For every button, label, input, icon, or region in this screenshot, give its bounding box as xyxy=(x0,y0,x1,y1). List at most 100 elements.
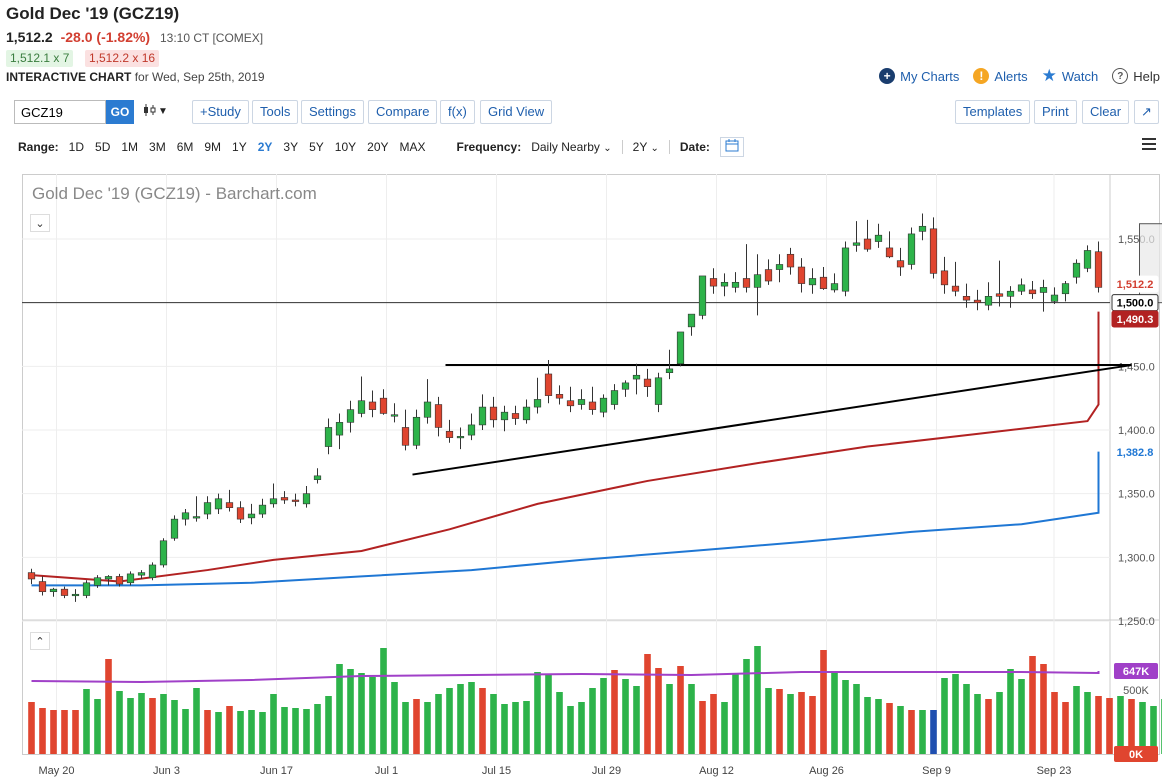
range-option-1y[interactable]: 1Y xyxy=(232,140,247,154)
candle xyxy=(1028,289,1037,295)
candle xyxy=(159,540,168,566)
volume-bar xyxy=(138,693,145,754)
candle xyxy=(38,581,47,593)
volume-bar xyxy=(688,684,695,754)
candle xyxy=(82,582,91,596)
study-button[interactable]: +Study xyxy=(192,100,249,124)
range-bar: Range: 1D 5D 1M 3M 6M 9M 1Y 2Y 3Y 5Y 10Y 20Y MAX Fre… xyxy=(18,137,1160,157)
candle xyxy=(555,394,564,399)
candle xyxy=(819,276,828,289)
candlestick-icon xyxy=(144,104,156,116)
frequency-dropdown[interactable]: Daily Nearby ⌄ xyxy=(531,140,611,154)
chart-type-dropdown[interactable]: ▼ xyxy=(142,103,168,120)
volume-zero-tag: 0K xyxy=(1129,749,1143,761)
range-option-5y[interactable]: 5Y xyxy=(309,140,324,154)
volume-bar xyxy=(589,688,596,754)
volume-bar xyxy=(303,709,310,754)
chart-frame xyxy=(22,174,1160,755)
divider xyxy=(668,140,670,154)
volume-bar xyxy=(292,708,299,754)
candle xyxy=(203,502,212,515)
volume-bar xyxy=(1150,706,1157,754)
volume-bar xyxy=(435,694,442,754)
price-chart[interactable]: 1,550.01,500.01,450.01,400.01,350.01,300… xyxy=(22,174,1162,778)
candle xyxy=(357,400,366,414)
volume-bar xyxy=(28,702,35,754)
watch-link[interactable]: ★ Watch xyxy=(1042,67,1099,84)
level-price-tag: 1,500.0 xyxy=(1117,298,1154,310)
range-option-5d[interactable]: 5D xyxy=(95,140,111,154)
volume-bar xyxy=(886,703,893,754)
expand-button[interactable]: ↗ xyxy=(1134,100,1159,124)
range-option-1m[interactable]: 1M xyxy=(121,140,139,154)
help-icon: ? xyxy=(1112,68,1129,84)
chevron-up-icon: ⌃ xyxy=(35,635,45,648)
y-tick-label: 1,400.0 xyxy=(1118,425,1155,437)
range-option-6m[interactable]: 6M xyxy=(176,140,194,154)
candle xyxy=(698,275,707,316)
range-option-max[interactable]: MAX xyxy=(399,140,426,154)
collapse-price-pane-button[interactable]: ⌄ xyxy=(30,214,50,232)
collapse-volume-pane-button[interactable]: ⌃ xyxy=(30,632,50,650)
plus-circle-icon: + xyxy=(879,68,896,84)
range-option-3y[interactable]: 3Y xyxy=(283,140,299,154)
compare-button[interactable]: Compare xyxy=(368,100,438,124)
candle xyxy=(467,424,476,436)
settings-button[interactable]: Settings xyxy=(301,100,364,124)
candle xyxy=(522,406,531,421)
last-price-tag: 1,512.2 xyxy=(1117,279,1154,291)
date-picker-button[interactable] xyxy=(719,137,744,157)
print-button[interactable]: Print xyxy=(1034,100,1077,124)
my-charts-label: My Charts xyxy=(900,68,960,84)
x-tick-label: Jun 17 xyxy=(260,765,293,777)
clear-button[interactable]: Clear xyxy=(1082,100,1130,124)
range-option-9m[interactable]: 9M xyxy=(204,140,222,154)
range-option-20y[interactable]: 20Y xyxy=(367,140,389,154)
help-link[interactable]: ? Help xyxy=(1112,68,1160,84)
volume-bar xyxy=(215,712,222,754)
divider xyxy=(621,140,623,154)
x-tick-label: Aug 12 xyxy=(699,765,734,777)
candle xyxy=(907,233,916,265)
candle xyxy=(181,512,190,520)
candle xyxy=(588,401,597,410)
period-value: 2Y xyxy=(632,140,648,154)
chart-date: for Wed, Sep 25th, 2019 xyxy=(134,70,265,84)
volume-bar xyxy=(831,672,838,754)
fx-button[interactable]: f(x) xyxy=(440,100,475,124)
candle xyxy=(115,576,124,585)
chevron-down-icon: ⌄ xyxy=(650,143,659,154)
volume-bar xyxy=(402,702,409,754)
grid-view-button[interactable]: Grid View xyxy=(480,100,553,124)
volume-bar xyxy=(787,694,794,754)
tools-button[interactable]: Tools xyxy=(252,100,299,124)
calendar-icon xyxy=(725,139,739,152)
volume-bar xyxy=(1051,692,1058,754)
my-charts-link[interactable]: + My Charts xyxy=(879,68,959,84)
symbol-input[interactable] xyxy=(14,100,106,124)
volume-bar xyxy=(820,650,827,754)
volume-bar xyxy=(1139,702,1146,754)
ma200-price-tag-bg xyxy=(1111,443,1159,461)
x-tick-label: Sep 9 xyxy=(922,765,951,777)
templates-button[interactable]: Templates xyxy=(955,100,1031,124)
range-option-10y[interactable]: 10Y xyxy=(334,140,357,154)
candle xyxy=(148,564,157,579)
range-option-2y[interactable]: 2Y xyxy=(257,140,273,154)
hamburger-menu-icon[interactable] xyxy=(1142,138,1156,153)
volume-bar xyxy=(281,707,288,754)
volume-bar xyxy=(501,704,508,754)
volume-bar xyxy=(644,654,651,754)
candle xyxy=(544,373,553,396)
watch-label: Watch xyxy=(1061,68,1099,84)
range-option-3m[interactable]: 3M xyxy=(149,140,166,154)
volume-bar xyxy=(1128,699,1135,754)
candle xyxy=(687,313,696,328)
candle xyxy=(929,228,938,274)
go-button[interactable]: GO xyxy=(106,100,134,124)
period-dropdown[interactable]: 2Y ⌄ xyxy=(633,140,659,154)
range-option-1d[interactable]: 1D xyxy=(68,140,85,154)
y-tick-label: 1,250.0 xyxy=(1118,616,1155,628)
volume-bar xyxy=(952,674,959,754)
alerts-link[interactable]: ! Alerts xyxy=(973,68,1028,84)
